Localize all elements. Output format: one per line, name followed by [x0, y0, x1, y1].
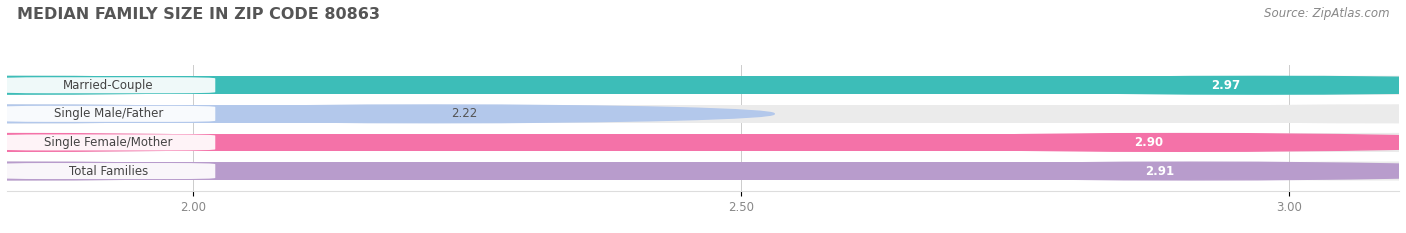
Bar [7, 134, 1180, 151]
Text: Married-Couple: Married-Couple [63, 79, 153, 92]
Bar [7, 76, 1257, 94]
Bar [7, 105, 434, 123]
Circle shape [0, 76, 347, 94]
FancyBboxPatch shape [1, 77, 215, 93]
Text: 2.22: 2.22 [451, 107, 477, 120]
Circle shape [0, 134, 347, 151]
FancyBboxPatch shape [1, 163, 215, 179]
Text: Source: ZipAtlas.com: Source: ZipAtlas.com [1264, 7, 1389, 20]
Text: MEDIAN FAMILY SIZE IN ZIP CODE 80863: MEDIAN FAMILY SIZE IN ZIP CODE 80863 [17, 7, 380, 22]
Circle shape [1059, 105, 1406, 123]
Circle shape [0, 105, 347, 123]
FancyBboxPatch shape [1, 134, 215, 151]
Bar [7, 162, 1191, 180]
Text: 2.91: 2.91 [1144, 164, 1174, 178]
Bar [7, 162, 1399, 180]
Circle shape [917, 76, 1406, 94]
Circle shape [0, 105, 347, 123]
Circle shape [1059, 162, 1406, 180]
Circle shape [94, 105, 775, 123]
Text: 2.97: 2.97 [1211, 79, 1240, 92]
Circle shape [0, 162, 347, 180]
Text: Total Families: Total Families [69, 164, 148, 178]
Bar [7, 76, 1399, 94]
Circle shape [851, 162, 1406, 180]
Bar [7, 105, 1399, 123]
Text: 2.90: 2.90 [1135, 136, 1163, 149]
FancyBboxPatch shape [1, 106, 215, 122]
Text: Single Female/Mother: Single Female/Mother [44, 136, 173, 149]
Circle shape [1059, 76, 1406, 94]
Circle shape [839, 134, 1406, 151]
Circle shape [0, 162, 347, 180]
Circle shape [0, 134, 347, 151]
Text: Single Male/Father: Single Male/Father [53, 107, 163, 120]
Bar [7, 134, 1399, 151]
Circle shape [1059, 134, 1406, 151]
Circle shape [0, 76, 347, 94]
